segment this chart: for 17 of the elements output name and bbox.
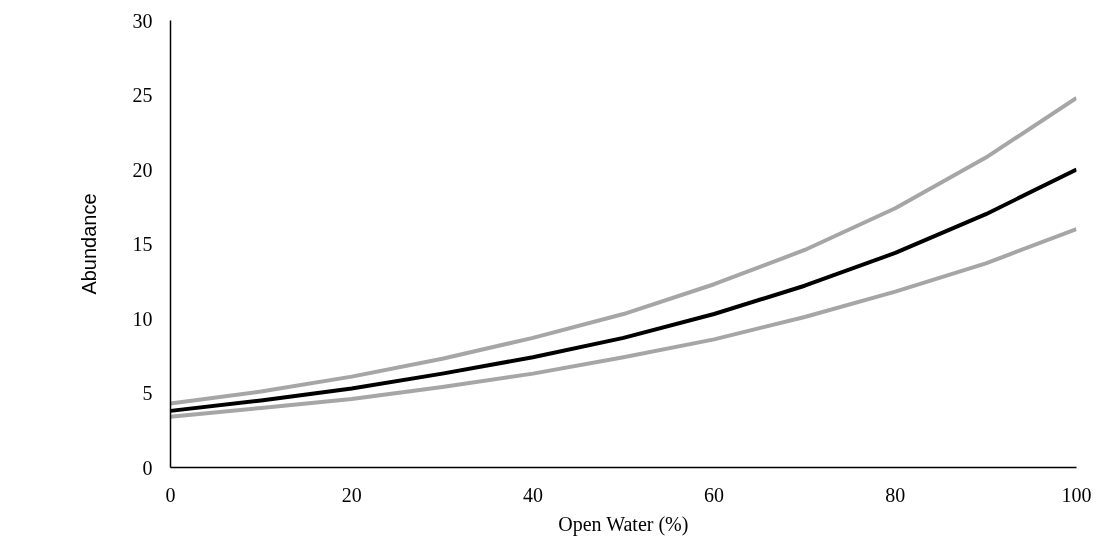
x-tick-label: 0 bbox=[165, 483, 176, 506]
y-tick-label: 10 bbox=[132, 307, 153, 330]
y-tick-label: 5 bbox=[142, 382, 153, 404]
line-series bbox=[170, 95, 1077, 406]
line-series bbox=[170, 227, 1077, 419]
x-tick-label: 20 bbox=[341, 483, 362, 506]
y-tick-label: 25 bbox=[132, 84, 153, 106]
x-tick-label: 80 bbox=[885, 483, 906, 506]
x-tick-label: 100 bbox=[1061, 483, 1092, 506]
y-tick-label: 30 bbox=[132, 9, 153, 32]
x-axis-title: Open Water (%) bbox=[558, 512, 689, 536]
x-tick-label: 60 bbox=[704, 483, 725, 506]
y-tick-label: 15 bbox=[132, 233, 153, 255]
x-tick-label: 40 bbox=[522, 483, 543, 506]
y-tick-label: 20 bbox=[132, 158, 153, 181]
y-axis-title: Abundance bbox=[77, 193, 100, 295]
y-tick-label: 0 bbox=[142, 456, 153, 479]
